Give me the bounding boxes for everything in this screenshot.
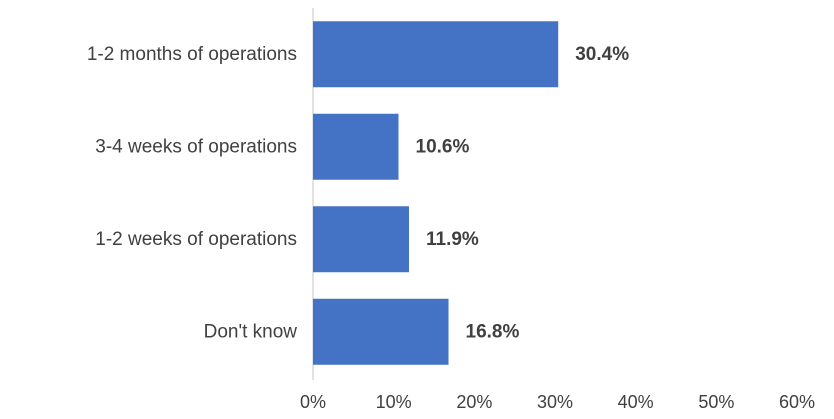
category-label-2: 1-2 weeks of operations	[95, 229, 297, 250]
x-tick-label-0: 0%	[300, 392, 326, 412]
x-tick-label-3: 30%	[537, 392, 573, 412]
data-label-2: 11.9%	[426, 229, 479, 250]
bar-2	[313, 206, 409, 273]
category-label-0: 1-2 months of operations	[87, 44, 297, 65]
data-label-1: 10.6%	[416, 136, 470, 157]
x-tick-label-5: 50%	[698, 392, 734, 412]
x-tick-label-6: 60%	[779, 392, 815, 412]
x-tick-label-2: 20%	[456, 392, 492, 412]
data-label-3: 16.8%	[466, 321, 520, 342]
category-label-3: Don't know	[204, 321, 298, 342]
x-tick-label-1: 10%	[376, 392, 412, 412]
x-tick-label-4: 40%	[618, 392, 654, 412]
bar-1	[313, 113, 399, 180]
bar-3	[313, 298, 449, 365]
category-label-1: 3-4 weeks of operations	[95, 136, 297, 157]
bar-0	[313, 21, 559, 88]
data-label-0: 30.4%	[575, 44, 629, 65]
